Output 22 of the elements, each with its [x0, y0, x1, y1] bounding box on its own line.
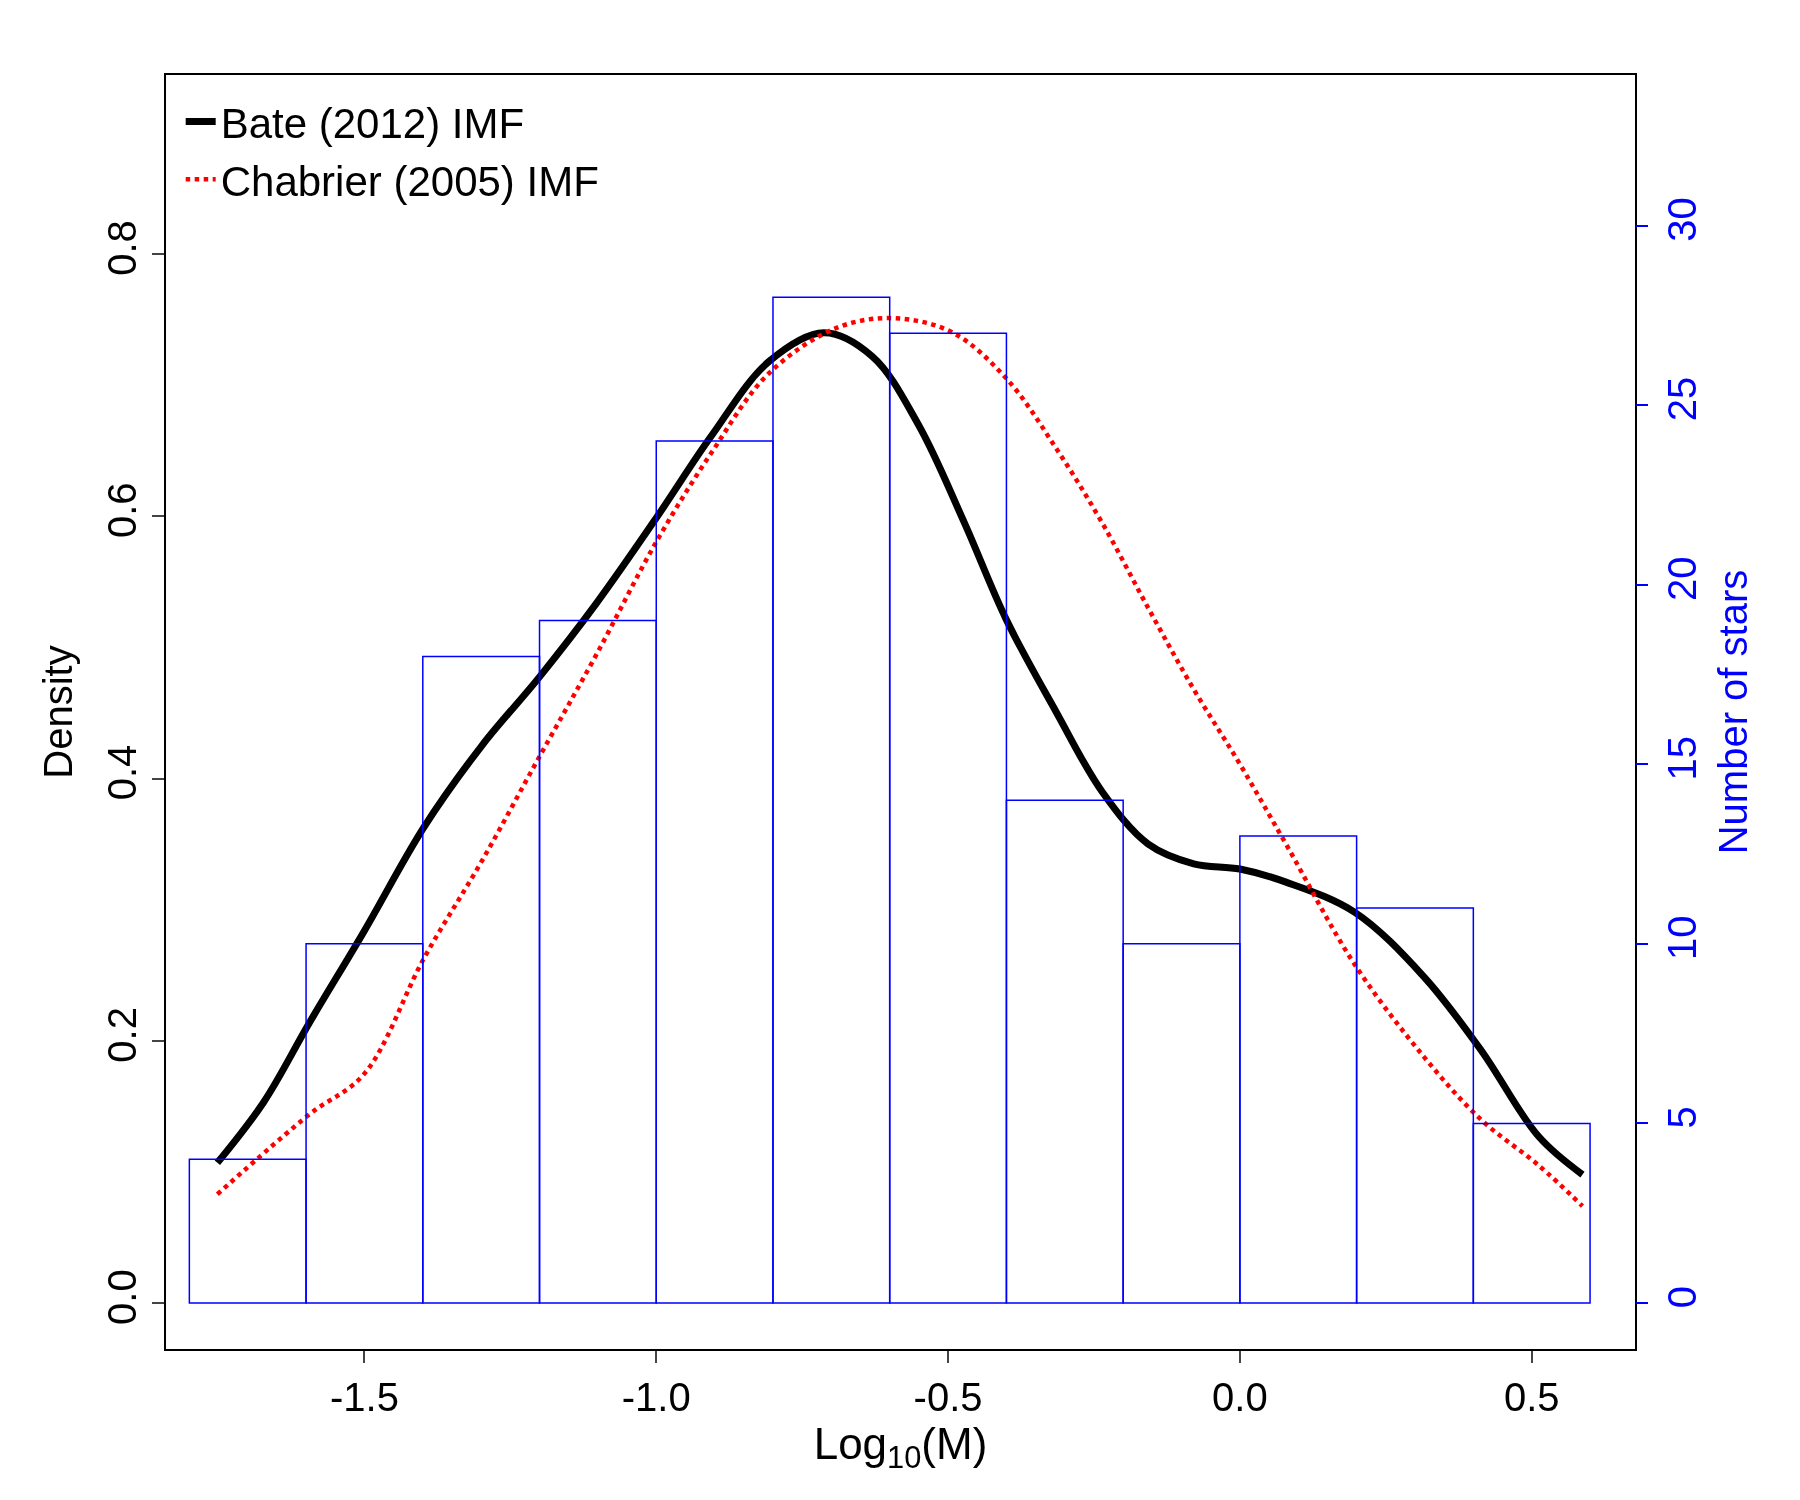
x-tick-label: 0.0 — [1212, 1374, 1268, 1419]
y-tick-label: 0.0 — [100, 1269, 145, 1325]
y-tick-label: 0.4 — [100, 744, 145, 801]
x-tick-label: -1.0 — [621, 1374, 691, 1419]
y2-tick-label: 0 — [1660, 1285, 1704, 1309]
x-tick-label: -1.5 — [329, 1374, 399, 1419]
y2-tick-label: 10 — [1660, 915, 1704, 961]
y-tick-label: 0.6 — [100, 482, 145, 539]
y-tick-label: 0.8 — [100, 220, 145, 276]
x-tick-label: 0.5 — [1503, 1374, 1560, 1419]
x-axis-title: Log$_{10}$(M) — [813, 1418, 988, 1475]
y2-tick-label: 20 — [1660, 556, 1704, 601]
y2-tick-label: 15 — [1660, 736, 1704, 781]
x-tick-label: -0.5 — [913, 1374, 983, 1419]
y2-axis-title: Number of stars — [1710, 569, 1755, 855]
y2-tick-label: 30 — [1660, 197, 1704, 242]
y2-tick-label: 5 — [1660, 1106, 1704, 1129]
y2-tick-label: 25 — [1660, 376, 1704, 422]
y-axis-title: Density — [36, 645, 81, 779]
legend-label: Chabrier (2005) IMF — [220, 157, 599, 205]
y-tick-label: 0.2 — [100, 1007, 145, 1063]
legend-label: Bate (2012) IMF — [220, 99, 525, 147]
